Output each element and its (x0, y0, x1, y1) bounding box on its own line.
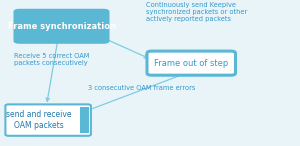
FancyBboxPatch shape (147, 51, 236, 75)
FancyBboxPatch shape (5, 104, 91, 136)
Text: Frame synchronization: Frame synchronization (8, 22, 116, 31)
FancyBboxPatch shape (80, 107, 89, 133)
Text: Frame out of step: Frame out of step (154, 59, 228, 68)
Text: Continuously send Keepive
synchronized packets or other
actively reported packet: Continuously send Keepive synchronized p… (146, 2, 247, 22)
Text: 3 consecutive OAM frame errors: 3 consecutive OAM frame errors (88, 85, 196, 91)
FancyBboxPatch shape (14, 9, 110, 44)
Text: send and receive
OAM packets: send and receive OAM packets (7, 110, 72, 130)
Text: Receive 5 correct OAM
packets consecutively: Receive 5 correct OAM packets consecutiv… (14, 53, 90, 66)
